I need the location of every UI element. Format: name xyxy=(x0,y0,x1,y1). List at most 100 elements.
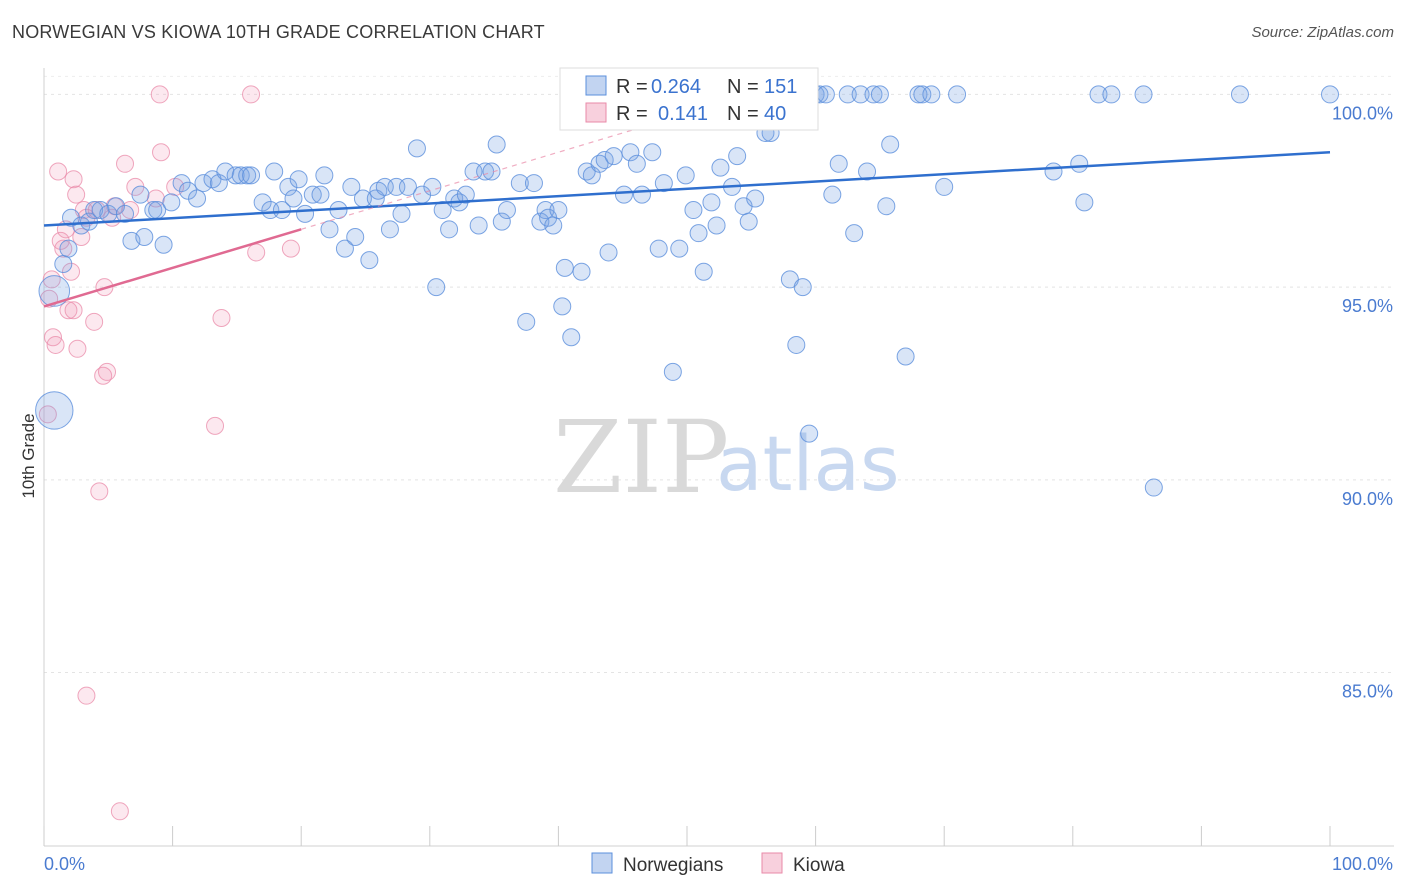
norwegian-point xyxy=(284,189,303,208)
series-legend: Norwegians Kiowa xyxy=(591,852,845,876)
norwegian-point xyxy=(845,224,864,243)
kiowa-point xyxy=(85,312,104,331)
series-legend-label-kiowa: Kiowa xyxy=(793,855,845,876)
norwegian-point xyxy=(838,85,857,104)
legend-n-value-norwegians: 151 xyxy=(764,76,797,98)
norwegian-point xyxy=(510,174,529,193)
kiowa-point xyxy=(42,270,61,289)
norwegian-point xyxy=(670,239,689,258)
norwegian-point xyxy=(469,216,488,235)
legend-r-value-norwegians: 0.264 xyxy=(651,76,701,98)
series-legend-label-norwegians: Norwegians xyxy=(623,855,723,876)
norwegian-point xyxy=(632,185,651,204)
chart-source: Source: ZipAtlas.com xyxy=(1251,24,1394,41)
norwegian-point xyxy=(38,275,71,307)
norwegian-point xyxy=(289,170,308,189)
norwegian-point xyxy=(346,228,365,247)
kiowa-point xyxy=(64,170,83,189)
norwegian-point xyxy=(702,193,721,212)
norwegian-point xyxy=(107,197,126,216)
norwegian-point xyxy=(643,143,662,162)
stats-legend: R = 0.264 N = 151 R = 0.141 N = 40 xyxy=(559,67,819,131)
norwegian-point xyxy=(315,166,334,185)
norwegian-point xyxy=(739,212,758,231)
norwegian-point xyxy=(787,335,806,354)
norwegian-point xyxy=(253,193,272,212)
norwegian-point xyxy=(913,85,932,104)
norwegian-point xyxy=(614,185,633,204)
y-tick-label: 90.0% xyxy=(1342,489,1393,509)
norwegian-point xyxy=(360,251,379,270)
kiowa-point xyxy=(62,262,81,281)
norwegian-point xyxy=(59,239,78,258)
watermark-atlas: atlas xyxy=(716,419,900,508)
kiowa-point xyxy=(64,301,83,320)
norwegian-point xyxy=(1321,85,1339,104)
x-tick-label: 100.0% xyxy=(1332,854,1393,874)
norwegian-point xyxy=(423,177,442,196)
kiowa-point xyxy=(68,339,87,358)
norwegian-point xyxy=(877,197,896,216)
legend-swatch-norwegians xyxy=(585,75,607,96)
norwegian-point xyxy=(487,135,506,154)
kiowa-point xyxy=(59,301,78,320)
kiowa-points xyxy=(38,85,300,821)
legend-n-label-norwegians: N = xyxy=(727,76,759,98)
norwegian-point xyxy=(621,143,640,162)
norwegian-point xyxy=(194,174,213,193)
kiowa-point xyxy=(146,189,165,208)
norwegian-point xyxy=(728,147,747,166)
norwegian-trend-line xyxy=(43,150,1331,227)
kiowa-point xyxy=(67,185,86,204)
legend-n-label-kiowa: N = xyxy=(727,103,759,125)
norwegian-point xyxy=(676,166,695,185)
norwegian-point xyxy=(544,216,563,235)
norwegian-point xyxy=(707,216,726,235)
norwegian-point xyxy=(231,166,250,185)
norwegian-point xyxy=(492,212,511,231)
legend-swatch-kiowa xyxy=(585,102,607,123)
kiowa-point xyxy=(46,335,65,354)
norwegian-point xyxy=(793,278,812,297)
norwegian-point xyxy=(595,150,614,169)
norwegian-point xyxy=(497,201,516,220)
norwegian-point xyxy=(238,166,257,185)
legend-n-value-kiowa: 40 xyxy=(764,103,786,125)
y-axis-label: 10th Grade xyxy=(19,413,38,498)
norwegian-point xyxy=(62,208,81,227)
norwegian-point xyxy=(870,85,889,104)
norwegian-point xyxy=(694,262,713,281)
norwegian-point xyxy=(604,147,623,166)
norwegian-point xyxy=(627,154,646,173)
norwegian-point xyxy=(922,85,941,104)
norwegian-point xyxy=(303,185,322,204)
trend-layer xyxy=(43,74,1331,308)
norwegian-point xyxy=(909,85,928,104)
norwegian-point xyxy=(1230,85,1249,104)
norwegian-point xyxy=(209,174,228,193)
norwegian-point xyxy=(179,181,198,200)
norwegian-point xyxy=(684,201,703,220)
norwegian-point xyxy=(711,158,730,177)
norwegian-point xyxy=(398,177,417,196)
norwegian-point xyxy=(392,204,411,223)
norwegian-point xyxy=(549,201,568,220)
norwegian-point xyxy=(663,362,682,381)
norwegian-point xyxy=(440,220,459,239)
stats-legend-box xyxy=(559,67,819,131)
kiowa-point xyxy=(150,85,169,104)
norwegian-point xyxy=(188,189,207,208)
legend-r-label-kiowa: R = xyxy=(616,103,648,125)
norwegian-point xyxy=(1070,154,1089,173)
norwegian-point xyxy=(54,255,73,274)
norwegian-point xyxy=(864,85,883,104)
norwegian-point xyxy=(342,177,361,196)
y-tick-label: 100.0% xyxy=(1332,103,1393,123)
norwegian-point xyxy=(1075,193,1094,212)
kiowa-point xyxy=(110,802,129,821)
norwegian-point xyxy=(649,239,668,258)
norwegian-point xyxy=(800,424,819,443)
norwegian-point xyxy=(572,262,591,281)
norwegian-point xyxy=(896,347,915,366)
